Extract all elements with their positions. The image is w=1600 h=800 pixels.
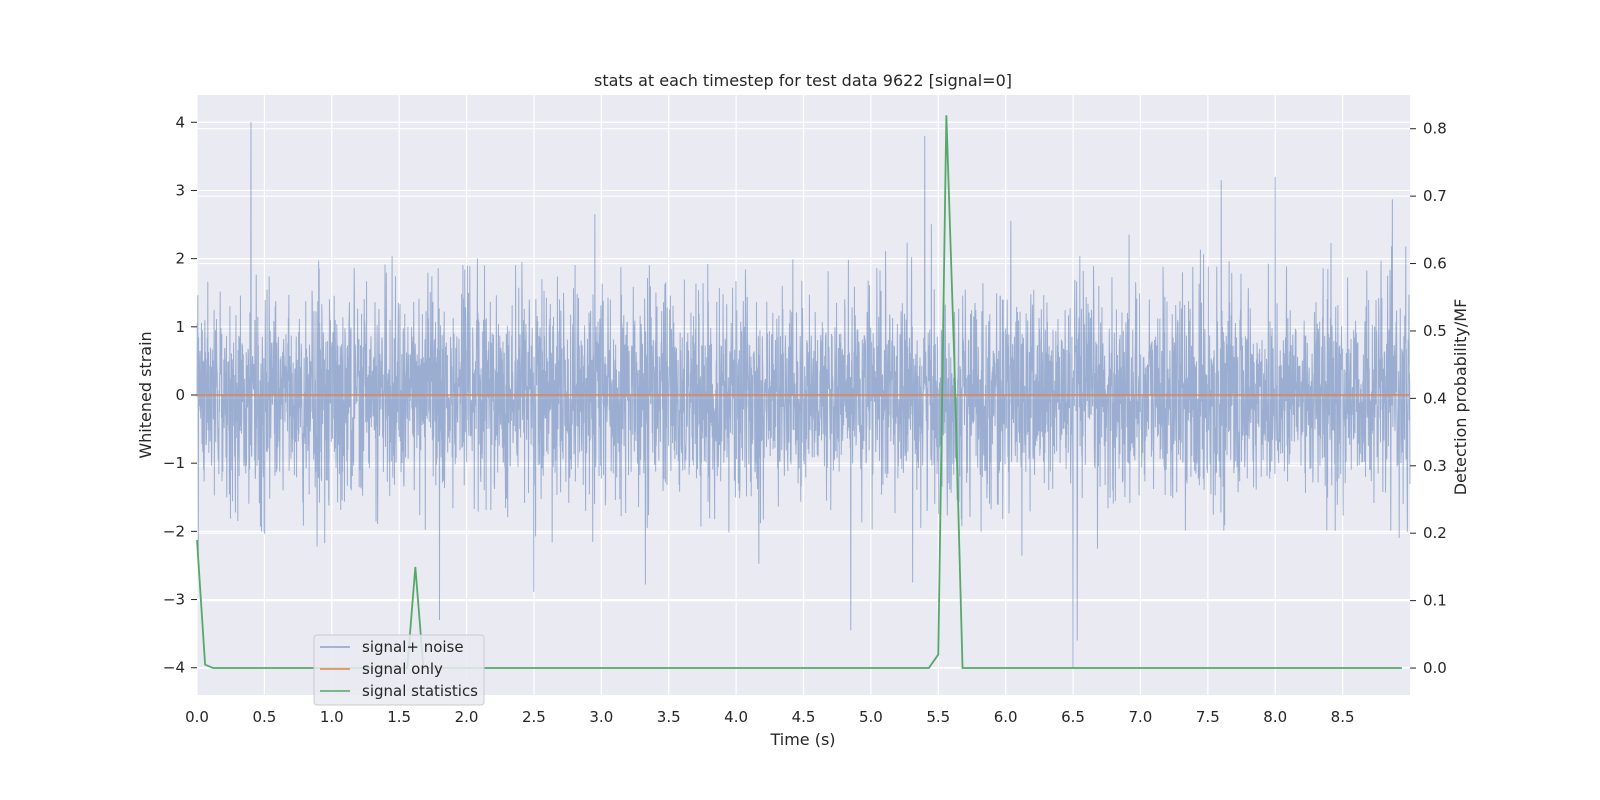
x-tick-label: 5.5 [926,708,950,726]
y-tick-label: 1 [175,318,185,336]
legend-label-signal-statistics: signal statistics [362,682,478,700]
x-tick-label: 1.0 [320,708,344,726]
legend: signal+ noise signal only signal statist… [313,634,485,706]
x-tick-label: 2.5 [522,708,546,726]
x-tick-label: 0.5 [252,708,276,726]
x-tick-label: 3.5 [657,708,681,726]
y2-tick-label: 0.2 [1423,524,1447,542]
x-axis-label: Time (s) [769,730,835,749]
y2-tick-label: 0.0 [1423,659,1447,677]
y-tick-label: −3 [163,591,185,609]
y-axis-label: Whitened strain [136,331,155,458]
y-tick-label: −4 [163,659,185,677]
noise-layer [196,122,1411,668]
y-tick-label: 4 [175,113,185,131]
legend-label-signal-noise: signal+ noise [362,638,464,656]
x-tick-label: 2.0 [455,708,479,726]
x-tick-label: 7.5 [1196,708,1220,726]
chart-title: stats at each timestep for test data 962… [594,71,1012,90]
x-tick-label: 5.0 [859,708,883,726]
y2-tick-label: 0.7 [1423,187,1447,205]
x-tick-label: 0.0 [185,708,209,726]
x-tick-label: 6.5 [1061,708,1085,726]
y2-tick-label: 0.8 [1423,120,1447,138]
y2-tick-label: 0.3 [1423,457,1447,475]
series-signal-noise [196,122,1411,668]
x-tick-label: 6.0 [994,708,1018,726]
x-tick-label: 7.0 [1129,708,1153,726]
y2-tick-label: 0.1 [1423,592,1447,610]
y-tick-label: −1 [163,454,185,472]
y-tick-label: −2 [163,522,185,540]
x-tick-label: 1.5 [387,708,411,726]
y-tick-label: 0 [175,386,185,404]
x-tick-label: 8.0 [1263,708,1287,726]
x-tick-label: 8.5 [1331,708,1355,726]
legend-label-signal-only: signal only [362,660,443,678]
tick-labels: 0.0 0.5 1.0 1.5 2.0 2.5 3.0 3.5 4.0 4.5 5.0 5.5 6.0 6… [163,113,1447,726]
y2-tick-label: 0.5 [1423,322,1447,340]
y-tick-label: 2 [175,250,185,268]
x-tick-label: 4.0 [724,708,748,726]
y2-tick-label: 0.6 [1423,255,1447,273]
y2-tick-label: 0.4 [1423,389,1447,407]
x-tick-label: 4.5 [792,708,816,726]
y2-axis-label: Detection probability/MF [1451,299,1470,496]
y-tick-label: 3 [175,181,185,199]
x-tick-label: 3.0 [589,708,613,726]
legend-box [313,634,485,706]
